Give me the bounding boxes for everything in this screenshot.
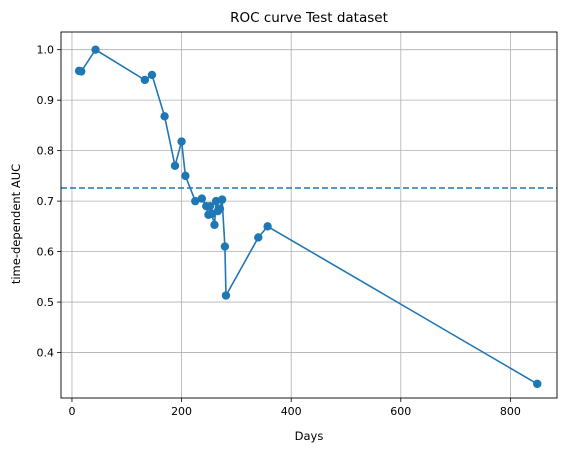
- y-axis-ticks: 0.4 0.5 0.6 0.7 0.8 0.9 1.0: [37, 44, 61, 360]
- data-point: [197, 194, 207, 203]
- x-tick-label: 600: [390, 405, 411, 418]
- data-point: [533, 379, 542, 389]
- plot-area: [61, 45, 557, 389]
- y-tick-label: 1.0: [37, 44, 55, 57]
- data-point: [177, 137, 186, 146]
- data-point: [220, 242, 230, 251]
- data-point: [215, 204, 225, 213]
- data-point: [263, 222, 272, 231]
- y-tick-label: 0.4: [37, 347, 55, 360]
- x-tick-label: 0: [68, 405, 75, 418]
- data-point: [170, 161, 180, 170]
- y-tick-label: 0.6: [37, 246, 55, 259]
- axes-frame: [60, 31, 558, 399]
- data-point: [205, 201, 215, 211]
- data-point: [160, 112, 169, 121]
- data-point: [221, 291, 231, 300]
- y-tick-label: 0.7: [37, 195, 55, 208]
- data-point: [191, 196, 200, 206]
- data-point: [77, 67, 86, 76]
- data-point: [181, 171, 190, 181]
- chart-title: ROC curve Test dataset: [230, 10, 388, 26]
- x-tick-label: 800: [500, 405, 521, 418]
- x-axis-ticks: 0 200 400 600 800: [68, 398, 521, 418]
- data-point: [91, 45, 100, 54]
- y-tick-label: 0.8: [37, 145, 55, 158]
- data-point: [147, 70, 157, 80]
- y-tick-label: 0.9: [37, 94, 55, 107]
- data-point: [254, 233, 263, 242]
- x-tick-label: 400: [281, 405, 302, 418]
- data-point: [140, 75, 150, 85]
- x-axis-label: Days: [295, 429, 324, 443]
- data-point: [217, 195, 227, 204]
- y-axis-label: time-dependent AUC: [9, 164, 23, 284]
- x-tick-label: 200: [171, 405, 192, 418]
- data-point: [210, 220, 219, 230]
- grid-lines: [61, 32, 557, 398]
- y-tick-label: 0.5: [37, 296, 55, 309]
